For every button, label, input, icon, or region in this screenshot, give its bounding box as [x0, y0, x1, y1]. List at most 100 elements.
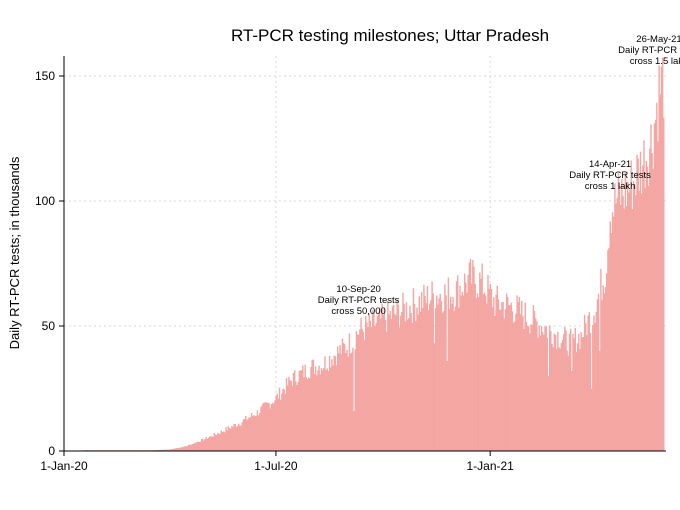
bar	[511, 311, 514, 451]
bar	[473, 266, 475, 451]
bar	[463, 273, 466, 451]
bar	[645, 161, 648, 451]
bar	[565, 330, 567, 451]
bar	[190, 445, 192, 451]
bar	[635, 195, 637, 451]
bar	[334, 356, 337, 451]
bar	[566, 350, 568, 451]
bar	[621, 179, 623, 451]
bar	[470, 283, 473, 451]
bar	[276, 393, 278, 451]
bar	[373, 312, 375, 451]
bar	[313, 373, 316, 451]
bar	[551, 343, 553, 451]
bar	[484, 295, 487, 451]
bar	[447, 277, 450, 451]
bar	[402, 292, 404, 451]
bar	[494, 315, 496, 451]
bar	[434, 308, 437, 451]
bar	[303, 377, 305, 451]
bar	[616, 197, 618, 451]
bar	[646, 166, 649, 451]
bar	[601, 300, 603, 451]
bar	[358, 334, 360, 451]
bar	[295, 381, 297, 451]
bar	[586, 335, 588, 451]
bar	[590, 388, 593, 451]
bar	[387, 301, 389, 451]
bar	[532, 305, 535, 451]
bar	[310, 366, 312, 451]
bar	[297, 381, 299, 451]
bar	[578, 333, 580, 451]
bar	[249, 417, 252, 451]
bar	[588, 312, 590, 451]
bar	[226, 430, 228, 451]
bar	[398, 327, 401, 451]
bar	[585, 323, 587, 451]
bar	[229, 428, 232, 451]
bar	[177, 448, 179, 451]
bar	[395, 315, 397, 451]
bar	[600, 268, 602, 451]
bar	[342, 343, 345, 451]
bar	[345, 353, 347, 451]
bar	[546, 337, 549, 451]
bar	[560, 342, 563, 451]
bar	[587, 315, 589, 451]
bar	[382, 314, 384, 451]
bar	[613, 216, 615, 451]
bar	[653, 123, 656, 452]
bar	[330, 367, 332, 451]
bar	[533, 311, 536, 451]
bar	[517, 302, 519, 451]
bar	[193, 442, 196, 451]
bar	[487, 274, 489, 451]
bar	[572, 333, 574, 451]
bar	[482, 294, 485, 451]
bar	[420, 292, 423, 451]
bar	[573, 338, 575, 451]
bar	[284, 393, 287, 451]
bar	[509, 305, 511, 451]
bar	[652, 168, 655, 451]
bar	[661, 57, 664, 451]
bar	[318, 365, 320, 451]
bar	[283, 389, 285, 451]
bar	[575, 352, 578, 451]
bar	[650, 124, 652, 451]
bar	[432, 293, 434, 451]
bar	[321, 370, 324, 451]
bar	[183, 446, 185, 451]
bar	[657, 141, 659, 451]
bar	[425, 303, 427, 451]
bar	[255, 415, 257, 451]
bar	[467, 274, 469, 451]
bar	[314, 366, 317, 451]
bar	[208, 436, 211, 451]
bar	[285, 377, 288, 451]
bar	[252, 415, 254, 451]
bar	[250, 413, 253, 451]
bar	[547, 376, 550, 451]
bar	[236, 425, 239, 451]
bar	[649, 148, 651, 451]
bar	[623, 208, 625, 451]
bar	[365, 315, 367, 451]
bar	[369, 320, 372, 451]
y-tick-label: 150	[35, 69, 55, 83]
bar	[360, 317, 362, 451]
bar	[660, 66, 663, 451]
bar	[440, 300, 443, 451]
milestone-annotation: 14-Apr-21 Daily RT-PCR tests cross 1 lakh	[569, 159, 651, 192]
bar	[363, 340, 366, 451]
bar	[637, 158, 639, 451]
bar	[574, 327, 577, 451]
bar	[469, 258, 472, 451]
bar	[282, 388, 284, 451]
bar	[552, 347, 554, 451]
bar	[452, 297, 454, 451]
bar	[558, 347, 560, 451]
bar	[411, 322, 413, 451]
bar	[607, 249, 609, 451]
